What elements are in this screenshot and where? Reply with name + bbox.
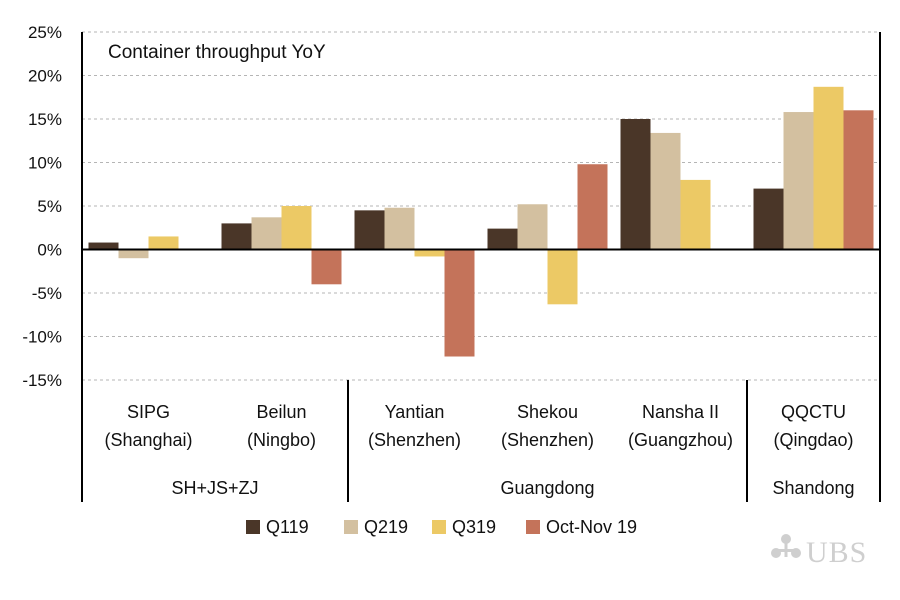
ubs-logo-text: UBS [806,536,867,569]
category-label: (Shenzhen) [501,430,594,450]
y-tick-label: 25% [28,23,62,42]
category-labels: SIPG (Shanghai) Beilun (Ningbo) Yantian (Shen… [104,402,853,450]
bar [221,223,252,250]
legend-swatch [344,520,358,534]
category-label: Nansha II [642,402,719,422]
chart-title: Container throughput YoY [108,42,326,63]
category-label: Beilun [256,402,306,422]
bar [813,86,844,250]
legend-label: Q319 [452,517,496,537]
y-tick-label: -10% [22,328,62,347]
bar [620,119,651,250]
bar [753,188,784,250]
bar [88,242,119,250]
legend-swatch [246,520,260,534]
legend-label: Q119 [266,517,309,537]
bars [88,86,874,357]
category-label: (Guangzhou) [628,430,733,450]
bar [354,210,385,250]
ubs-keys-icon [771,534,801,558]
legend-label: Oct-Nov 19 [546,517,637,537]
bar [680,179,711,250]
bar [251,217,282,250]
group-label: Guangdong [500,478,594,498]
bar [118,249,149,259]
group-label: SH+JS+ZJ [171,478,258,498]
y-tick-label: 0% [37,241,62,260]
bar [843,110,874,250]
category-label: Shekou [517,402,578,422]
gridlines [82,31,880,381]
category-label: (Shenzhen) [368,430,461,450]
category-label: Yantian [385,402,445,422]
group-labels: SH+JS+ZJ Guangdong Shandong [171,380,855,502]
y-tick-label: -5% [32,284,62,303]
bar [487,228,518,250]
group-label: Shandong [772,478,854,498]
bar [444,249,475,357]
legend-swatch [432,520,446,534]
bar [547,249,578,305]
bar [577,164,608,250]
ubs-logo: UBS [771,534,867,569]
category-label: SIPG [127,402,170,422]
category-label: (Shanghai) [104,430,192,450]
y-tick-label: -15% [22,371,62,390]
legend: Q119 Q219 Q319 Oct-Nov 19 [246,517,637,537]
bar [281,206,312,250]
bar [783,112,814,250]
category-label: (Ningbo) [247,430,316,450]
y-axis: -15% -10% -5% 0% 5% 10% 15% 20% 25% [22,23,881,502]
bar [414,249,445,257]
y-tick-label: 15% [28,110,62,129]
category-label: (Qingdao) [773,430,853,450]
bar [384,207,415,250]
legend-label: Q219 [364,517,408,537]
legend-swatch [526,520,540,534]
bar [148,236,179,250]
bar [517,204,548,250]
category-label: QQCTU [781,402,846,422]
y-tick-label: 10% [28,154,62,173]
y-tick-label: 20% [28,67,62,86]
bar [650,132,681,250]
y-tick-label: 5% [37,197,62,216]
bar [311,249,342,285]
